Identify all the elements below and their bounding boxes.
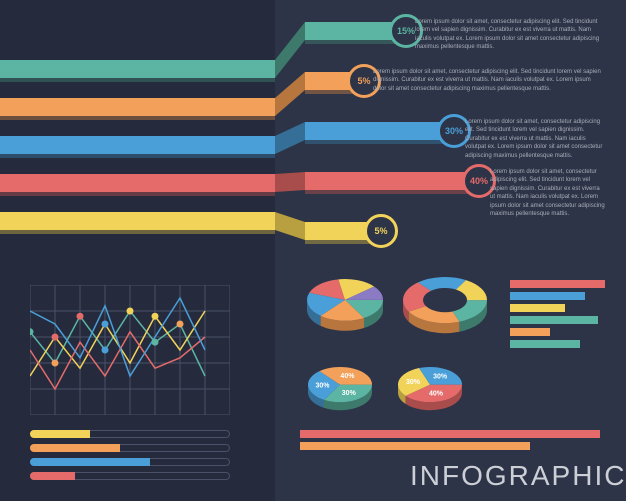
ribbon-bar-1 xyxy=(0,98,275,116)
ribbon-bar-shadow-2 xyxy=(0,154,275,158)
filler-text-3: Lorem ipsum dolor sit amet, consectetur … xyxy=(490,168,605,218)
pie-small-a: 30% 30% 40% xyxy=(298,357,382,420)
percent-badge-4: 5% xyxy=(364,214,398,248)
small-bar-5 xyxy=(510,340,580,348)
svg-text:30%: 30% xyxy=(342,390,357,397)
filler-text-2: Lorem ipsum dolor sit amet, consectetur … xyxy=(465,118,605,160)
line-chart xyxy=(30,285,230,415)
ribbon-bar-shadow-4 xyxy=(0,230,275,234)
ribbon-bar-0 xyxy=(0,60,275,78)
thin-bar-0 xyxy=(300,430,600,438)
small-bar-1 xyxy=(510,292,585,300)
infographic-title: INFOGRAPHIC xyxy=(410,460,626,492)
ribbon-bar-shadow-1 xyxy=(0,116,275,120)
filler-text-1: Lorem ipsum dolor sit amet, consectetur … xyxy=(373,68,605,93)
ribbon-bar-right-shadow-0 xyxy=(305,40,395,44)
thin-bar-1 xyxy=(300,442,530,450)
small-bar-4 xyxy=(510,328,550,336)
small-bar-3 xyxy=(510,316,598,324)
ribbon-bar-right-shadow-1 xyxy=(305,90,353,94)
ribbon-bar-right-1 xyxy=(305,72,353,90)
progress-fill-3 xyxy=(30,472,75,480)
pie-donut xyxy=(393,267,497,343)
pie-segmented xyxy=(297,269,393,341)
ribbon-bar-4 xyxy=(0,212,275,230)
ribbon-bar-right-shadow-4 xyxy=(305,240,370,244)
infographic-canvas: 15%5%30%40%5%Lorem ipsum dolor sit amet,… xyxy=(0,0,626,501)
progress-fill-1 xyxy=(30,444,120,452)
filler-text-0: Lorem ipsum dolor sit amet, consectetur … xyxy=(415,18,605,52)
pie-small-b: 40% 30% 30% xyxy=(388,357,472,420)
progress-fill-0 xyxy=(30,430,90,438)
ribbon-bar-2 xyxy=(0,136,275,154)
small-bar-0 xyxy=(510,280,605,288)
ribbon-bar-right-4 xyxy=(305,222,370,240)
ribbon-bar-right-2 xyxy=(305,122,443,140)
svg-text:30%: 30% xyxy=(315,383,330,390)
ribbon-bar-right-shadow-3 xyxy=(305,190,468,194)
svg-text:40%: 40% xyxy=(429,391,444,398)
small-bar-2 xyxy=(510,304,565,312)
ribbon-bar-right-3 xyxy=(305,172,468,190)
ribbon-bar-right-0 xyxy=(305,22,395,40)
svg-text:40%: 40% xyxy=(340,373,355,380)
svg-text:30%: 30% xyxy=(406,379,421,386)
ribbon-bar-3 xyxy=(0,174,275,192)
progress-fill-2 xyxy=(30,458,150,466)
ribbon-bar-shadow-3 xyxy=(0,192,275,196)
svg-text:30%: 30% xyxy=(433,374,448,381)
ribbon-bar-right-shadow-2 xyxy=(305,140,443,144)
ribbon-bar-shadow-0 xyxy=(0,78,275,82)
